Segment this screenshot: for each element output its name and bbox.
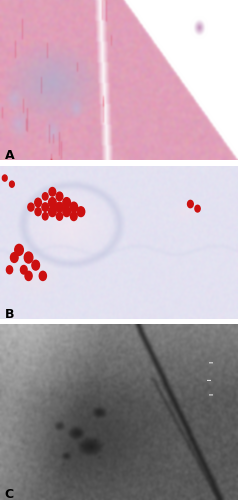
Ellipse shape bbox=[42, 192, 48, 200]
Ellipse shape bbox=[10, 181, 14, 187]
Ellipse shape bbox=[56, 212, 63, 220]
Ellipse shape bbox=[15, 244, 23, 256]
Ellipse shape bbox=[39, 272, 46, 280]
Ellipse shape bbox=[188, 200, 193, 207]
Ellipse shape bbox=[2, 175, 7, 181]
Ellipse shape bbox=[32, 260, 40, 270]
Ellipse shape bbox=[35, 208, 41, 216]
Ellipse shape bbox=[49, 188, 56, 196]
Ellipse shape bbox=[25, 272, 32, 280]
Ellipse shape bbox=[70, 212, 77, 220]
Ellipse shape bbox=[63, 207, 70, 216]
Ellipse shape bbox=[35, 198, 41, 207]
Text: B: B bbox=[5, 308, 14, 321]
Ellipse shape bbox=[20, 266, 27, 274]
Ellipse shape bbox=[56, 192, 63, 200]
Ellipse shape bbox=[42, 203, 49, 211]
Ellipse shape bbox=[24, 252, 33, 263]
Ellipse shape bbox=[195, 206, 200, 212]
Ellipse shape bbox=[63, 198, 70, 207]
Text: A: A bbox=[5, 149, 14, 162]
Ellipse shape bbox=[56, 202, 63, 212]
Ellipse shape bbox=[49, 198, 56, 207]
Ellipse shape bbox=[49, 207, 56, 216]
Ellipse shape bbox=[70, 202, 78, 212]
Ellipse shape bbox=[6, 266, 13, 274]
Ellipse shape bbox=[10, 252, 18, 262]
Ellipse shape bbox=[77, 207, 85, 216]
Text: C: C bbox=[5, 488, 14, 500]
Ellipse shape bbox=[42, 212, 48, 220]
Ellipse shape bbox=[28, 203, 34, 211]
